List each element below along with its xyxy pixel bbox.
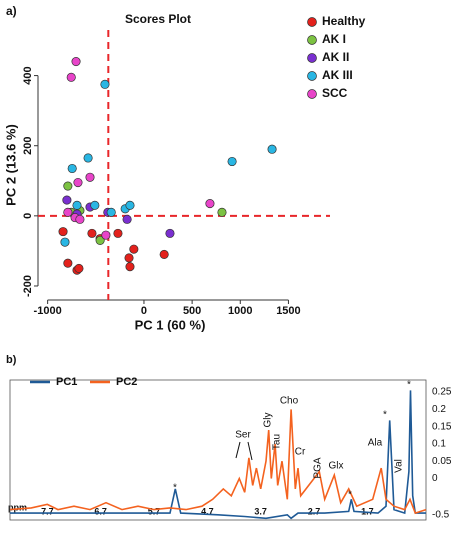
legend-label: AK I bbox=[322, 32, 346, 46]
point bbox=[83, 153, 93, 163]
point bbox=[87, 228, 97, 238]
peak-annotation: Gly bbox=[263, 413, 274, 428]
peak-annotation: PGA bbox=[313, 457, 324, 478]
point bbox=[113, 228, 123, 238]
legend-marker bbox=[307, 89, 317, 99]
point bbox=[71, 57, 81, 67]
point bbox=[90, 200, 100, 210]
y-tick-label: -200 bbox=[22, 275, 34, 297]
y-tick-label: 0.15 bbox=[432, 421, 452, 432]
point bbox=[63, 207, 73, 217]
legend-marker bbox=[307, 71, 317, 81]
peak-annotation: * bbox=[407, 380, 411, 391]
point bbox=[129, 244, 139, 254]
point bbox=[125, 262, 135, 272]
x-tick-label: 1000 bbox=[228, 305, 252, 317]
y-tick-label: 0.2 bbox=[432, 404, 446, 415]
peak-annotation: * bbox=[383, 410, 387, 421]
axis-end-label: -0.5 bbox=[432, 510, 450, 521]
x-axis-title: ppm bbox=[8, 502, 27, 512]
x-axis-title: PC 1 (60 %) bbox=[135, 317, 206, 332]
point bbox=[95, 235, 105, 245]
y-tick-label: 400 bbox=[22, 66, 34, 84]
point bbox=[106, 207, 116, 217]
legend-marker bbox=[307, 53, 317, 63]
point bbox=[267, 144, 277, 154]
x-tick-label: 1.7 bbox=[361, 506, 374, 516]
point bbox=[100, 79, 110, 89]
point bbox=[74, 263, 84, 273]
panel-label: b) bbox=[6, 354, 17, 366]
peak-annotation: * bbox=[173, 483, 177, 494]
x-tick-label: 7.7 bbox=[41, 506, 54, 516]
peak-annotation: Ser bbox=[235, 430, 251, 441]
peak-annotation: Tau bbox=[272, 434, 283, 450]
y-tick-label: 0.25 bbox=[432, 387, 452, 398]
point bbox=[62, 195, 72, 205]
panel-label: a) bbox=[6, 4, 17, 18]
legend-label: PC2 bbox=[116, 376, 137, 388]
x-tick-label: 0 bbox=[141, 305, 147, 317]
point bbox=[58, 227, 68, 237]
point bbox=[217, 207, 227, 217]
y-tick-label: 0 bbox=[22, 213, 34, 219]
peak-annotation: Val bbox=[394, 459, 405, 473]
point bbox=[125, 200, 135, 210]
annotation-arrow bbox=[235, 441, 241, 459]
y-tick-label: 0 bbox=[432, 473, 438, 484]
point bbox=[165, 228, 175, 238]
x-tick-label: -1000 bbox=[34, 305, 62, 317]
point bbox=[60, 237, 70, 247]
legend-label: SCC bbox=[322, 86, 348, 100]
x-tick-label: 3.7 bbox=[254, 506, 267, 516]
annotation-arrow bbox=[247, 441, 253, 461]
point bbox=[72, 200, 82, 210]
legend-label: AK III bbox=[322, 68, 353, 82]
point bbox=[73, 177, 83, 188]
y-tick-label: 0.1 bbox=[432, 439, 446, 450]
point bbox=[63, 181, 73, 191]
point bbox=[75, 214, 85, 224]
peak-annotation: * bbox=[348, 490, 352, 501]
point bbox=[63, 258, 73, 268]
peak-annotation: Ala bbox=[368, 438, 383, 449]
y-tick-label: 200 bbox=[22, 137, 34, 155]
x-tick-label: 1500 bbox=[276, 305, 300, 317]
x-tick-label: 6.7 bbox=[94, 506, 107, 516]
legend-marker bbox=[307, 35, 317, 45]
x-tick-label: 500 bbox=[183, 305, 201, 317]
point bbox=[101, 230, 111, 240]
legend-label: Healthy bbox=[322, 14, 366, 28]
point bbox=[124, 253, 134, 263]
peak-annotation: Glx bbox=[329, 461, 344, 472]
plot-frame bbox=[9, 379, 427, 521]
x-tick-label: 5.7 bbox=[148, 506, 161, 516]
x-tick-label: 4.7 bbox=[201, 506, 214, 516]
peak-annotation: Cho bbox=[280, 396, 299, 407]
point bbox=[67, 163, 77, 174]
chart-title: Scores Plot bbox=[125, 12, 191, 26]
legend-marker bbox=[307, 17, 317, 27]
legend-label: PC1 bbox=[56, 376, 77, 388]
y-tick-label: 0.05 bbox=[432, 456, 452, 467]
peak-annotation: Cr bbox=[295, 447, 306, 458]
point bbox=[159, 249, 169, 259]
point bbox=[85, 172, 95, 182]
point bbox=[227, 156, 237, 167]
point bbox=[66, 72, 76, 82]
point bbox=[122, 214, 132, 224]
y-axis-title: PC 2 (13.6 %) bbox=[3, 124, 18, 206]
spectrum-line bbox=[10, 390, 426, 520]
x-tick-label: 2.7 bbox=[308, 506, 321, 516]
legend-label: AK II bbox=[322, 50, 349, 64]
spectrum-line bbox=[9, 409, 427, 515]
point bbox=[205, 199, 215, 209]
